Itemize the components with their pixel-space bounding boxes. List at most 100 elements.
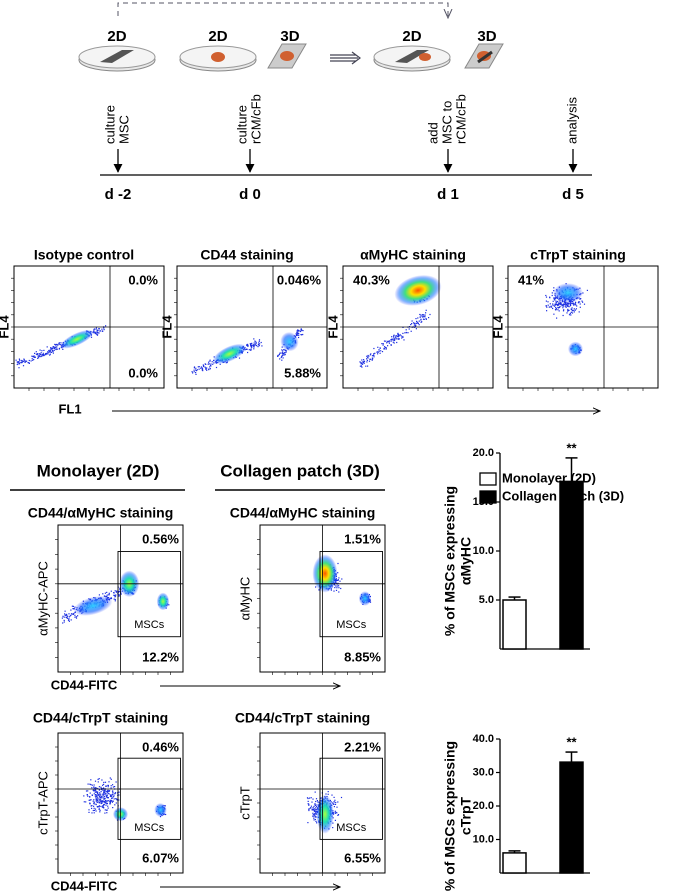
event-dot: [253, 345, 255, 347]
event-dot: [49, 354, 51, 356]
step-text: add: [425, 122, 440, 144]
event-dot: [93, 805, 95, 807]
event-dot: [195, 369, 197, 371]
y-axis-label: % of MSCs expressing: [442, 486, 458, 636]
event-dot: [575, 302, 577, 304]
event-dot: [546, 306, 548, 308]
event-dot: [19, 359, 21, 361]
y-axis-label: cTrpT-APC: [35, 771, 50, 835]
event-dot: [400, 335, 402, 337]
event-dot: [553, 297, 555, 299]
event-dot: [68, 620, 70, 622]
event-dot: [94, 795, 96, 797]
event-dot: [418, 320, 420, 322]
event-dot: [238, 357, 241, 359]
event-dot: [111, 801, 113, 803]
quadrant-percent: 0.0%: [128, 272, 158, 287]
event-dot: [575, 308, 577, 310]
event-dot: [97, 794, 99, 797]
event-dot: [423, 318, 425, 320]
event-dot: [315, 816, 317, 818]
event-dot: [70, 614, 72, 616]
event-dot: [368, 355, 370, 357]
event-dot: [396, 335, 398, 337]
event-dot: [94, 333, 97, 335]
event-dot: [334, 587, 336, 589]
event-dot: [97, 781, 99, 783]
event-dot: [284, 354, 286, 356]
event-dot: [40, 355, 42, 357]
event-dot: [562, 305, 565, 307]
event-dot: [90, 336, 93, 338]
event-dot: [98, 805, 100, 807]
event-dot: [250, 343, 252, 346]
event-dot: [107, 790, 109, 792]
event-dot: [391, 336, 393, 338]
event-dot: [390, 340, 392, 342]
event-dot: [119, 590, 121, 592]
event-dot: [209, 366, 211, 368]
event-dot: [551, 292, 553, 294]
event-dot: [340, 587, 342, 590]
event-dot: [102, 807, 105, 809]
event-dot: [109, 799, 111, 801]
event-dot: [337, 562, 339, 565]
event-dot: [213, 362, 215, 364]
event-dot: [108, 790, 110, 792]
event-dot: [95, 791, 97, 793]
flow-plot: [257, 732, 386, 876]
panel-title: Isotype control: [34, 247, 134, 263]
event-dot: [68, 616, 70, 618]
event-dot: [341, 578, 343, 580]
event-dot: [566, 312, 568, 314]
density-core: [316, 794, 334, 834]
event-dot: [547, 301, 549, 303]
bar: [502, 599, 527, 650]
event-dot: [104, 781, 107, 783]
event-dot: [93, 801, 95, 803]
event-dot: [394, 339, 396, 342]
event-dot: [105, 809, 108, 811]
section-header: Collagen patch (3D): [220, 461, 380, 480]
event-dot: [52, 347, 54, 349]
event-dot: [105, 785, 107, 787]
event-dot: [111, 800, 113, 802]
event-dot: [338, 587, 340, 589]
event-dot: [92, 789, 94, 791]
event-dot: [255, 341, 257, 343]
event-dot: [19, 362, 21, 364]
event-dot: [254, 343, 256, 345]
event-dot: [90, 799, 92, 801]
event-dot: [554, 304, 556, 306]
event-dot: [390, 344, 392, 346]
y-tick-label: 20.0: [473, 800, 494, 812]
event-dot: [419, 316, 422, 318]
event-dot: [68, 619, 70, 621]
event-dot: [103, 799, 105, 801]
event-dot: [366, 358, 368, 360]
gate-percent: 8.85%: [344, 649, 381, 664]
event-dot: [573, 309, 575, 312]
event-dot: [95, 790, 97, 792]
dish: [179, 45, 257, 72]
event-dot: [95, 787, 97, 789]
event-dot: [366, 355, 368, 357]
y-tick-label: 15.0: [473, 496, 494, 508]
event-dot: [545, 305, 547, 307]
flow-plot: [55, 524, 184, 675]
event-dot: [110, 590, 112, 592]
dishes: [78, 43, 504, 72]
event-dot: [46, 346, 48, 348]
event-dot: [93, 802, 95, 804]
event-dot: [417, 317, 419, 319]
event-dot: [104, 592, 106, 594]
event-dot: [95, 328, 97, 330]
event-dot: [50, 347, 52, 349]
bar: [559, 480, 584, 650]
y-axis-label: FL4: [159, 315, 174, 339]
event-dot: [383, 340, 386, 342]
event-dot: [415, 328, 417, 330]
panel-title: CD44/cTrpT staining: [33, 710, 168, 726]
event-dot: [198, 366, 200, 368]
event-dot: [335, 811, 337, 813]
